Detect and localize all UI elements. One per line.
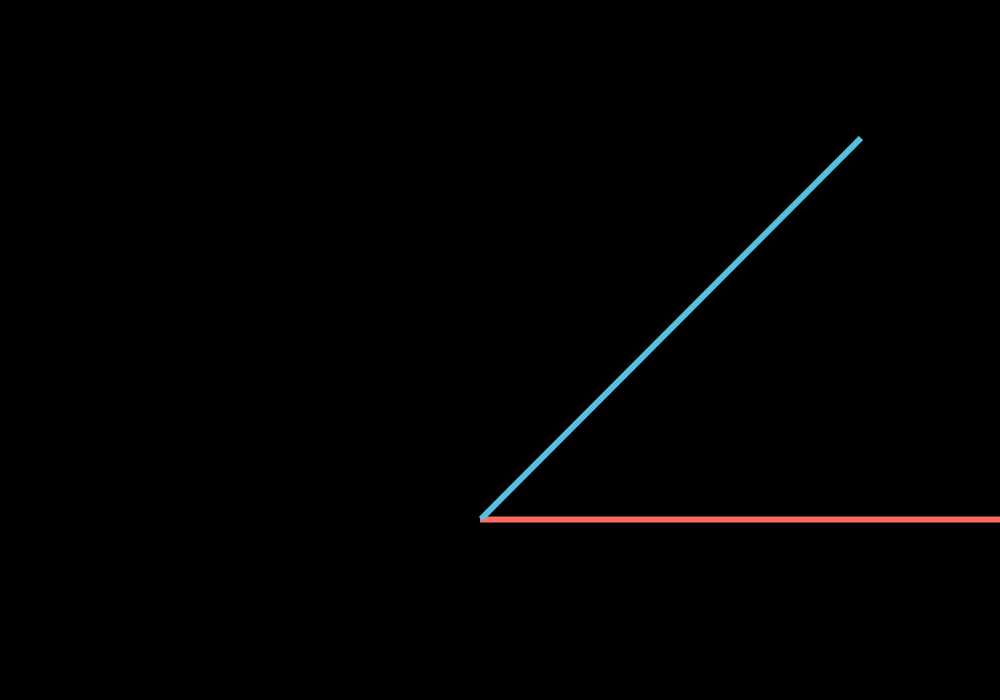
angled-ray	[478, 135, 864, 522]
